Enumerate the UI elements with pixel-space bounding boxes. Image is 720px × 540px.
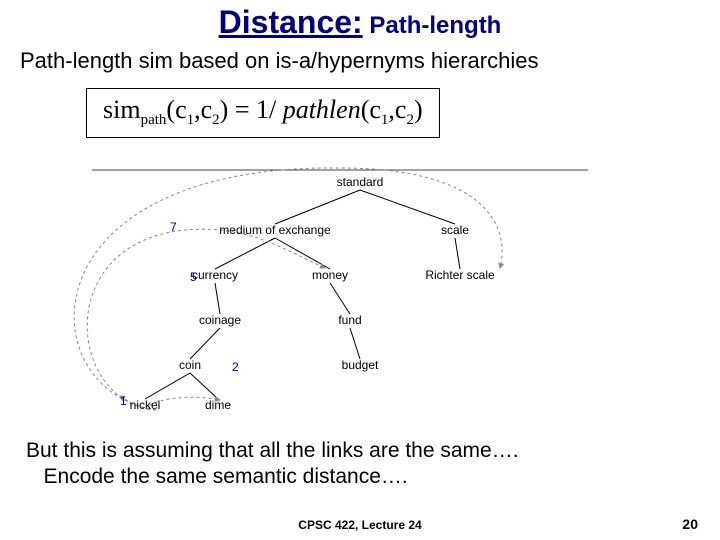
node-coinage: coinage <box>199 313 241 327</box>
node-richter: Richter scale <box>425 268 494 282</box>
hierarchy-diagram: standard medium of exchange scale currency m… <box>60 160 620 420</box>
node-medium: medium of exchange <box>219 223 330 237</box>
formula-c2: 2 <box>212 112 220 128</box>
formula-pathlen: pathlen <box>276 95 361 124</box>
formula-c1: 1 <box>187 112 195 128</box>
node-standard: standard <box>337 175 384 189</box>
conclusion-line1: But this is assuming that all the links … <box>26 439 519 462</box>
footer-center: CPSC 422, Lecture 24 <box>0 518 720 532</box>
conclusion-text: But this is assuming that all the links … <box>26 438 686 491</box>
subtitle: Path-length sim based on is-a/hypernyms … <box>20 48 538 74</box>
node-budget: budget <box>342 358 379 372</box>
formula-sim: sim <box>103 95 141 124</box>
conclusion-line2: Encode the same semantic distance…. <box>44 465 408 488</box>
tree-svg <box>60 160 620 420</box>
formula-args-open: (c <box>166 95 186 124</box>
path-label-2: 2 <box>232 360 239 374</box>
formula-args2-close: ) <box>414 95 423 124</box>
formula-comma: ,c <box>194 95 212 124</box>
formula-sim-sub: path <box>141 112 167 128</box>
formula-box: simpath(c1,c2) = 1/ pathlen(c1,c2) <box>86 88 440 138</box>
node-nickel: nickel <box>130 398 161 412</box>
node-coin: coin <box>179 358 201 372</box>
title-sub: Path-length <box>363 12 502 39</box>
title-main: Distance: <box>219 4 363 40</box>
node-money: money <box>312 268 348 282</box>
node-scale: scale <box>441 223 469 237</box>
slide-number: 20 <box>682 516 698 532</box>
path-label-3: 1 <box>120 394 127 408</box>
formula-eq: ) = 1/ <box>220 95 277 124</box>
slide-title: Distance: Path-length <box>0 4 720 41</box>
path-label-1: 5 <box>190 270 197 284</box>
formula-args2-c2: 2 <box>406 112 414 128</box>
formula-args2-comma: ,c <box>388 95 406 124</box>
formula-args2-open: (c <box>361 95 381 124</box>
path-label-0: 7 <box>170 220 177 234</box>
node-dime: dime <box>205 398 231 412</box>
node-fund: fund <box>338 313 361 327</box>
node-currency: currency <box>192 268 238 282</box>
